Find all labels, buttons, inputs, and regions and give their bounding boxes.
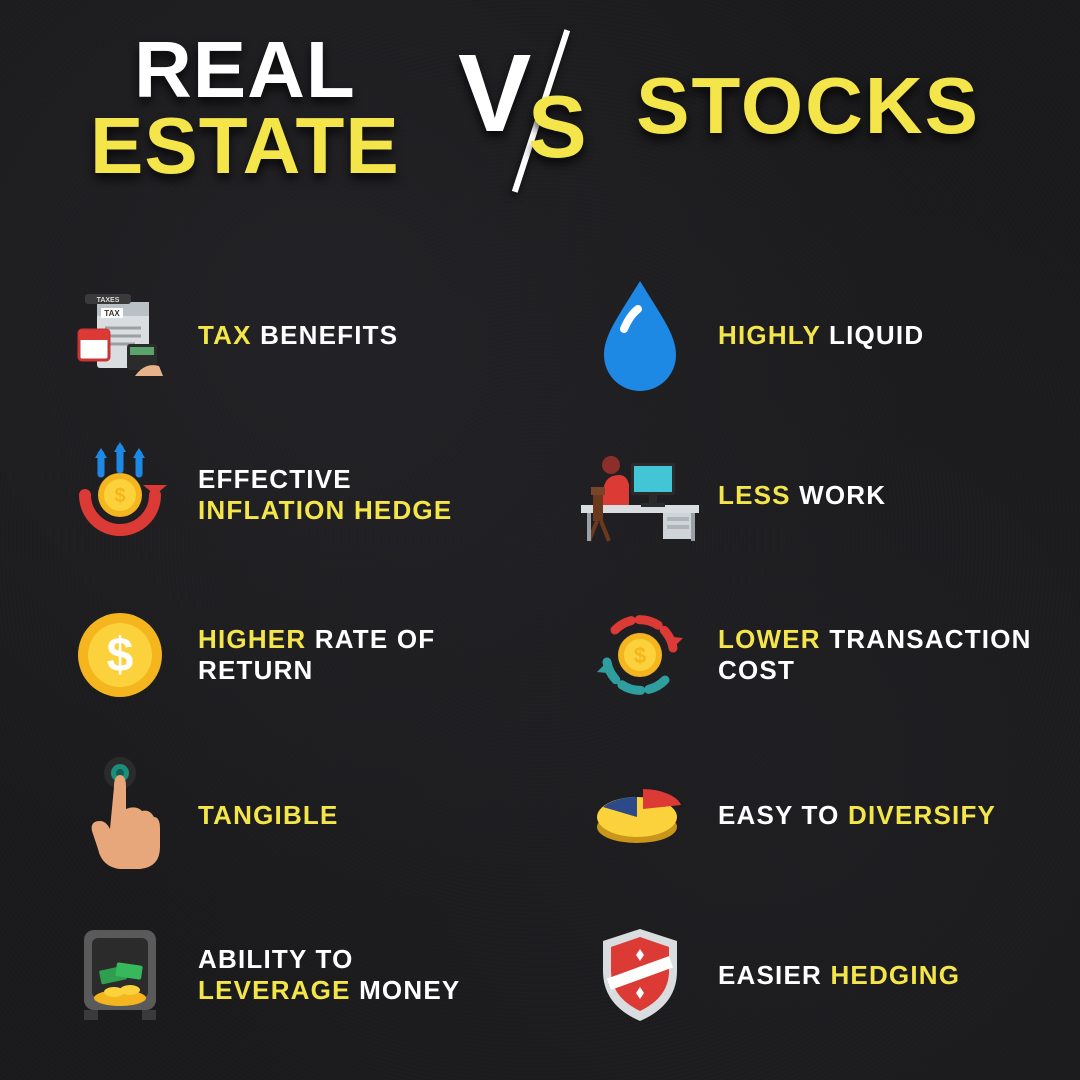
vs-s: S: [528, 76, 587, 178]
stocks-label-1: LESS WORK: [718, 480, 886, 511]
vs-v: V: [458, 30, 531, 157]
title-left-line2: ESTATE: [90, 108, 400, 184]
vs-badge: V S: [450, 30, 630, 190]
column-real-estate: TAX TAXES TAX BENEFITS $: [0, 260, 540, 1050]
real-estate-row-4: ABILITY TO LEVERAGE MONEY: [60, 900, 500, 1050]
real-estate-label-1: EFFECTIVE INFLATION HEDGE: [198, 464, 500, 526]
title-right: STOCKS: [636, 60, 980, 152]
svg-text:$: $: [114, 485, 125, 507]
real-estate-label-3: TANGIBLE: [198, 800, 339, 831]
finger-tap-icon: [60, 755, 180, 875]
shield-icon: [580, 915, 700, 1035]
stocks-label-3: EASY TO DIVERSIFY: [718, 800, 996, 831]
real-estate-row-3: TANGIBLE: [60, 740, 500, 890]
svg-text:$: $: [107, 629, 134, 682]
real-estate-row-1: $ EFFECTIVE INFLATION HEDGE: [60, 420, 500, 570]
exchange-icon: $: [580, 595, 700, 715]
title-left-line1: REAL: [90, 32, 400, 108]
real-estate-label-0: TAX BENEFITS: [198, 320, 398, 351]
tax-docs-icon: TAX TAXES: [60, 275, 180, 395]
stocks-row-1: LESS WORK: [580, 420, 1040, 570]
column-stocks: HIGHLY LIQUID LESS WORK: [540, 260, 1080, 1050]
desk-work-icon: [580, 435, 700, 555]
stocks-label-0: HIGHLY LIQUID: [718, 320, 924, 351]
pie-chart-icon: [580, 755, 700, 875]
stocks-row-3: EASY TO DIVERSIFY: [580, 740, 1040, 890]
svg-text:$: $: [634, 643, 646, 668]
real-estate-row-0: TAX TAXES TAX BENEFITS: [60, 260, 500, 410]
stocks-row-0: HIGHLY LIQUID: [580, 260, 1040, 410]
real-estate-label-2: HIGHER RATE OF RETURN: [198, 624, 500, 686]
comparison-grid: TAX TAXES TAX BENEFITS $: [0, 260, 1080, 1050]
inflation-icon: $: [60, 435, 180, 555]
stocks-row-4: EASIER HEDGING: [580, 900, 1040, 1050]
svg-text:TAX: TAX: [104, 309, 120, 318]
title-left: REAL ESTATE: [90, 32, 400, 184]
real-estate-row-2: $ HIGHER RATE OF RETURN: [60, 580, 500, 730]
dollar-coin-icon: $: [60, 595, 180, 715]
water-drop-icon: [580, 275, 700, 395]
stocks-label-2: LOWER TRANSACTION COST: [718, 624, 1040, 686]
stocks-label-4: EASIER HEDGING: [718, 960, 960, 991]
header: REAL ESTATE V S STOCKS: [0, 0, 1080, 200]
real-estate-label-4: ABILITY TO LEVERAGE MONEY: [198, 944, 500, 1006]
svg-text:TAXES: TAXES: [97, 297, 120, 304]
safe-money-icon: [60, 915, 180, 1035]
stocks-row-2: $ LOWER TRANSACTION COST: [580, 580, 1040, 730]
